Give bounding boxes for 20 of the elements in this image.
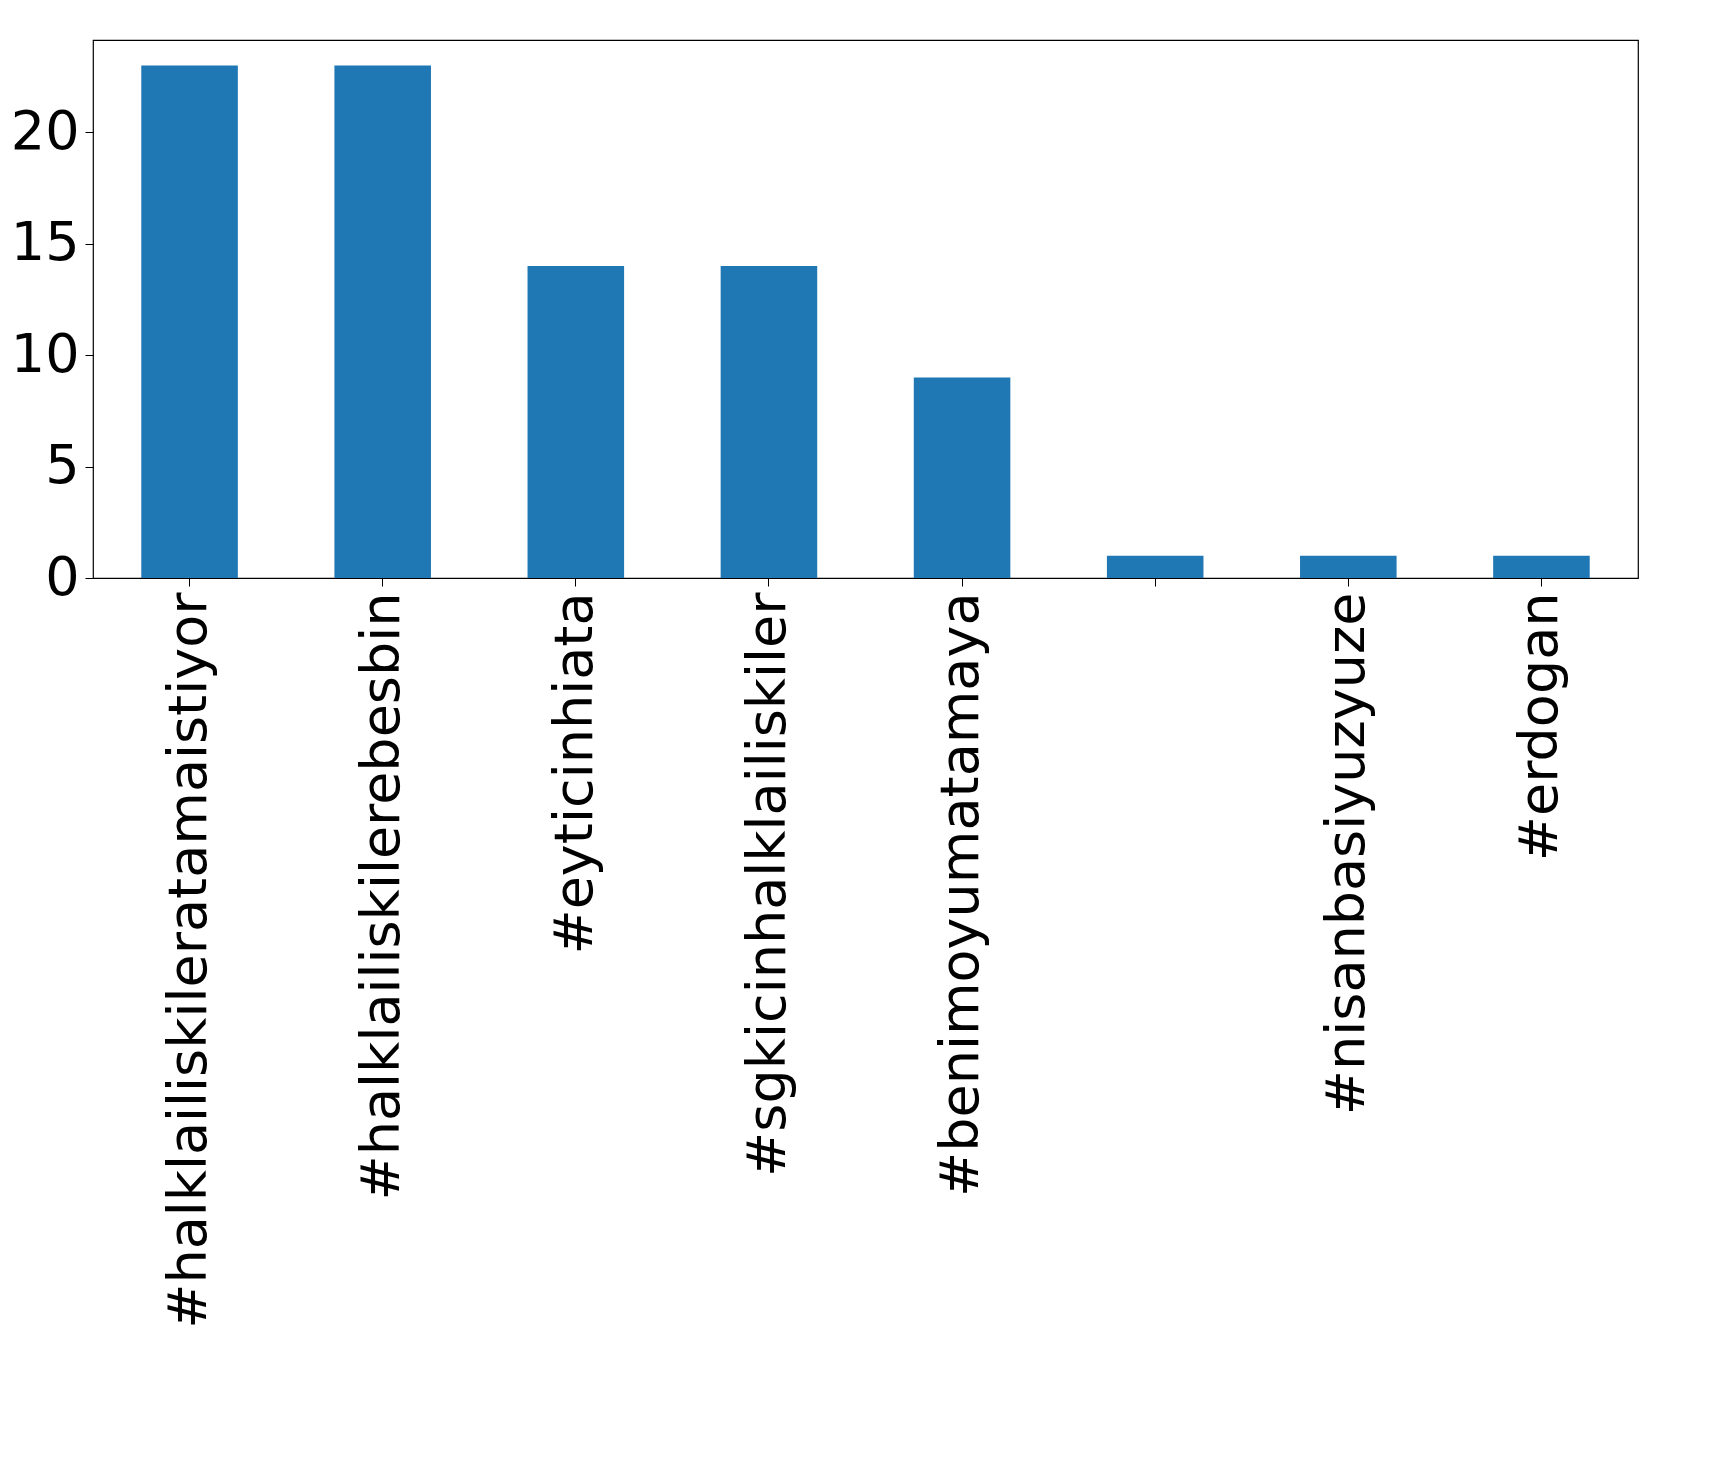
- y-tick-label: 15: [10, 210, 80, 274]
- x-tick-label: #erdogan: [1507, 592, 1571, 862]
- y-tick-label: 10: [10, 321, 80, 385]
- bar: [1106, 555, 1204, 578]
- y-tick-label: 0: [45, 544, 80, 608]
- y-tick-label: 5: [45, 433, 80, 497]
- x-tick-label: #halklailiskilerebesbin: [348, 592, 412, 1201]
- bar: [527, 266, 625, 578]
- x-tick-label: #nisanbasiyuzyuze: [1314, 592, 1378, 1116]
- bar: [913, 377, 1011, 578]
- y-tick-label: 20: [10, 98, 80, 162]
- bar: [1493, 555, 1590, 578]
- x-tick-label: #halklailiskileratamaistiyor: [155, 591, 219, 1329]
- bar: [720, 266, 818, 578]
- x-tick-label: #eyticinhiata: [541, 592, 605, 955]
- x-tick-label: #benimoyumatamaya: [928, 592, 992, 1197]
- x-tick-label: #sgkicinhalklailiskiler: [734, 591, 798, 1177]
- bar: [334, 65, 431, 578]
- bar: [1300, 555, 1397, 578]
- bar: [141, 65, 238, 578]
